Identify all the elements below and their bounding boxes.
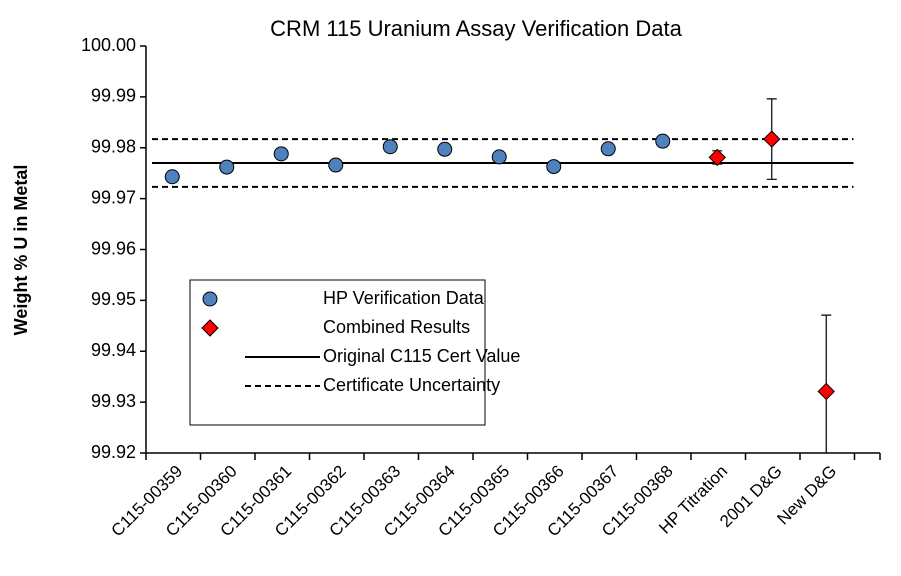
circle-marker [491, 149, 507, 165]
circle-marker [273, 146, 289, 162]
y-tick-label: 99.98 [91, 137, 136, 157]
circle-marker [546, 159, 562, 175]
y-tick-label: 99.94 [91, 340, 136, 360]
y-tick-label: 99.96 [91, 238, 136, 258]
circle-marker [437, 141, 453, 157]
diamond-marker [817, 382, 835, 401]
legend-label: Certificate Uncertainty [323, 375, 500, 395]
diamond-marker [708, 148, 726, 167]
y-tick-label: 99.97 [91, 187, 136, 207]
circle-marker [655, 133, 671, 149]
x-tick-label: New D&G [773, 462, 840, 529]
circle-marker [382, 139, 398, 155]
y-axis-label: Weight % U in Metal [11, 165, 31, 336]
y-tick-label: 99.92 [91, 442, 136, 462]
circle-marker [219, 159, 235, 175]
circle-marker [328, 157, 344, 173]
legend-label: Original C115 Cert Value [323, 346, 520, 366]
y-tick-label: 99.99 [91, 86, 136, 106]
chart-title: CRM 115 Uranium Assay Verification Data [270, 16, 682, 41]
circle-marker [202, 291, 218, 307]
circle-marker [600, 141, 616, 157]
y-tick-label: 100.00 [81, 35, 136, 55]
y-tick-label: 99.93 [91, 391, 136, 411]
circle-marker [164, 169, 180, 185]
y-tick-label: 99.95 [91, 289, 136, 309]
legend-box [189, 279, 486, 426]
legend-label: Combined Results [323, 317, 470, 337]
diamond-marker [201, 319, 219, 337]
legend-label: HP Verification Data [323, 288, 485, 308]
diamond-marker [763, 130, 781, 148]
plot-area [152, 98, 854, 453]
